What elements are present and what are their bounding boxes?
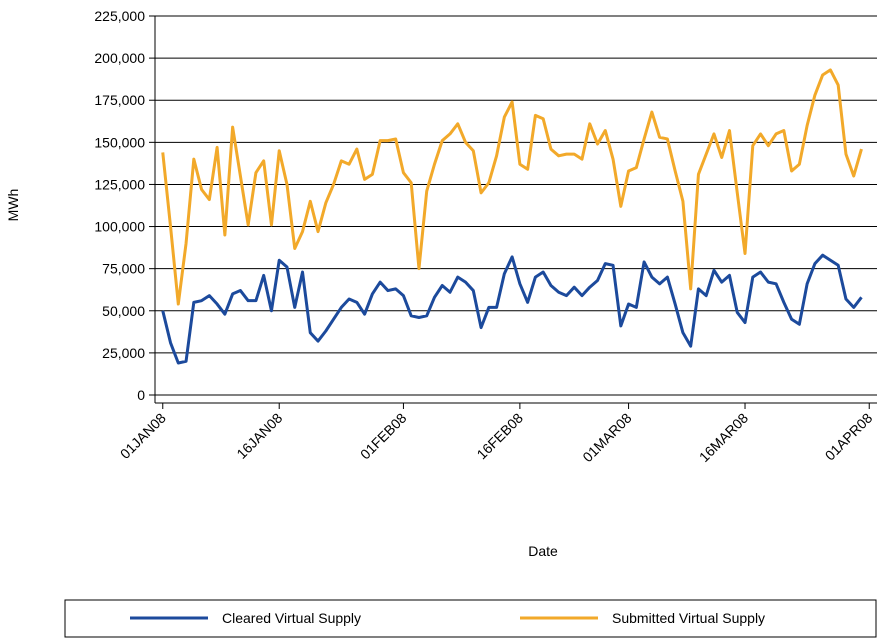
x-tick-label: 16JAN08 <box>233 410 285 462</box>
series-line <box>161 68 863 306</box>
y-tick-label: 0 <box>137 387 145 403</box>
x-axis-label: Date <box>528 543 558 559</box>
x-tick-label: 16FEB08 <box>473 410 526 463</box>
y-tick-label: 125,000 <box>94 176 145 192</box>
y-tick-label: 100,000 <box>94 219 145 235</box>
y-tick-label: 150,000 <box>94 134 145 150</box>
x-tick-label: 01MAR08 <box>579 410 634 465</box>
y-axis-label: MWh <box>5 189 21 222</box>
y-tick-label: 225,000 <box>94 8 145 24</box>
x-tick-label: 01APR08 <box>822 410 876 464</box>
y-tick-label: 200,000 <box>94 50 145 66</box>
y-tick-label: 25,000 <box>102 345 145 361</box>
legend-label: Cleared Virtual Supply <box>222 610 361 626</box>
x-tick-label: 01FEB08 <box>357 410 410 463</box>
x-tick-label: 01JAN08 <box>117 410 169 462</box>
series-line <box>161 253 863 365</box>
legend-box <box>64 599 877 638</box>
legend-label: Submitted Virtual Supply <box>612 610 765 626</box>
y-tick-label: 75,000 <box>102 261 145 277</box>
y-tick-label: 175,000 <box>94 92 145 108</box>
x-tick-label: 16MAR08 <box>696 410 751 465</box>
y-tick-label: 50,000 <box>102 303 145 319</box>
